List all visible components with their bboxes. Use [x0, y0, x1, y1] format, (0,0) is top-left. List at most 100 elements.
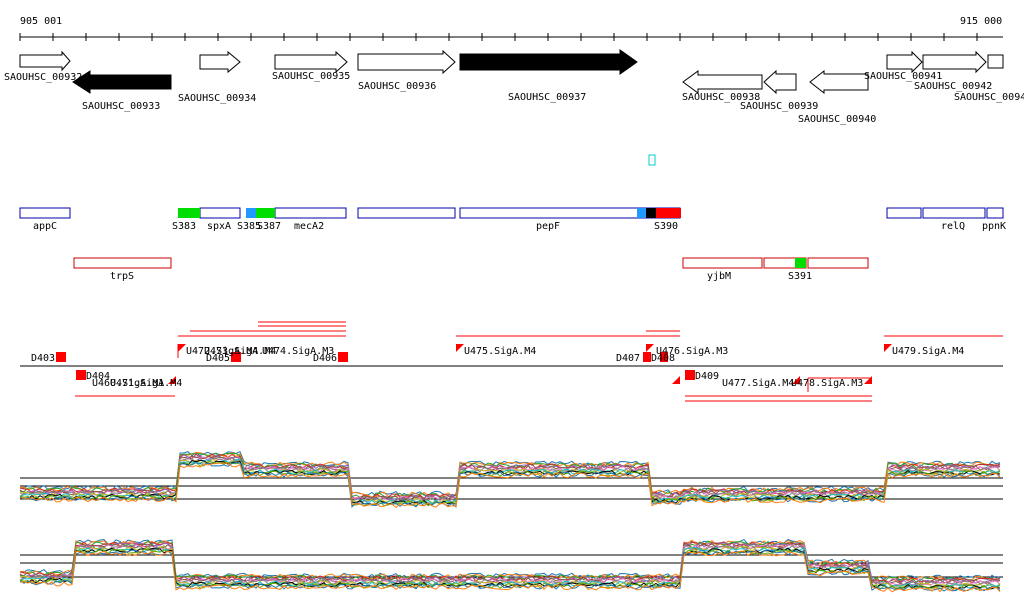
gene-label-00941: SAOUHSC_00941	[864, 71, 942, 82]
tss-label-U476: U476.SigA.M3	[656, 346, 728, 357]
operon-minus-track: trpS yjbM S391	[73, 257, 869, 282]
down-label-D406: D406	[313, 353, 337, 364]
gene-label-00938: SAOUHSC_00938	[682, 92, 760, 103]
operon-appC[interactable]	[19, 207, 71, 219]
down-marker-D403[interactable]	[56, 352, 66, 362]
operon-label-spxA: spxA	[207, 221, 231, 232]
operon-trpS[interactable]	[73, 257, 172, 269]
operon-plus-track: appC spxA mecA2 pepF relQ ppnK S383 S385…	[19, 207, 1006, 232]
overlap-label-U460: U460.SigA.M1	[92, 378, 164, 389]
ruler-start-label: 905 001	[20, 16, 62, 27]
operon-label-ppnK: ppnK	[982, 221, 1006, 232]
operon-spxA[interactable]	[199, 207, 241, 219]
segment-S387[interactable]	[256, 208, 275, 218]
operon-relQ-a[interactable]	[886, 207, 922, 219]
operon-label-appC: appC	[33, 221, 57, 232]
profile-trace	[19, 542, 1001, 585]
operon-ppnK[interactable]	[986, 207, 1004, 219]
gene-arrow-00935[interactable]	[274, 50, 348, 74]
gene-label-00934: SAOUHSC_00934	[178, 93, 256, 104]
down-label-D407: D407	[616, 353, 640, 364]
profile-trace	[19, 540, 1001, 583]
gene-arrow-00942[interactable]	[922, 50, 987, 74]
expression-profile-minus	[19, 538, 1003, 593]
down-marker-D408[interactable]	[660, 352, 668, 362]
transcription-unit-track: U475.SigA.M4 U476.SigA.M3 U477.SigA.M4 U…	[20, 321, 1003, 402]
down-label-D405: D405	[206, 353, 230, 364]
overlap-label-U471: U471.SigA.M4	[110, 378, 182, 389]
gene-label-00933: SAOUHSC_00933	[82, 101, 160, 112]
tss-label-U478: U478.SigA.M3	[791, 378, 863, 389]
gene-label-00937: SAOUHSC_00937	[508, 92, 586, 103]
segment-label-S383: S383	[172, 221, 196, 232]
gene-track: SAOUHSC_00932 SAOUHSC_00933 SAOUHSC_0093…	[4, 49, 1024, 125]
segment-S391[interactable]	[795, 258, 806, 268]
overlap-label-U474: U474.SigA.M3	[262, 346, 334, 357]
profile-trace	[19, 543, 1001, 586]
tss-label-U479: U479.SigA.M4	[892, 346, 964, 357]
operon-yjbM[interactable]	[682, 257, 763, 269]
profile-trace	[19, 455, 1001, 502]
operon-label-yjbM: yjbM	[707, 271, 731, 282]
operon-label-relQ: relQ	[941, 221, 965, 232]
profile-trace	[19, 549, 1001, 592]
gene-box-0094x[interactable]	[987, 54, 1004, 69]
down-label-D409: D409	[695, 371, 719, 382]
misc-feature-marker[interactable]	[648, 154, 656, 166]
gene-label-00940: SAOUHSC_00940	[798, 114, 876, 125]
operon-mecA2[interactable]	[274, 207, 347, 219]
segment-label-S390: S390	[654, 221, 678, 232]
gene-label-0094x: SAOUHSC_0094	[954, 92, 1024, 103]
down-marker-D407[interactable]	[643, 352, 651, 362]
gene-arrow-00934[interactable]	[199, 50, 241, 74]
profile-trace	[20, 462, 1001, 509]
gene-arrow-00933[interactable]	[72, 70, 172, 94]
down-marker-D405[interactable]	[231, 352, 241, 362]
gene-label-00935: SAOUHSC_00935	[272, 71, 350, 82]
gene-label-00939: SAOUHSC_00939	[740, 101, 818, 112]
operon-label-mecA2: mecA2	[294, 221, 324, 232]
down-marker-D406[interactable]	[338, 352, 348, 362]
gene-arrow-00939[interactable]	[763, 69, 797, 95]
ruler-end-label: 915 000	[960, 16, 1002, 27]
profile-trace	[19, 456, 1001, 503]
segment-blue-pepF[interactable]	[637, 208, 646, 218]
segment-S383[interactable]	[178, 208, 200, 218]
gene-label-00936: SAOUHSC_00936	[358, 81, 436, 92]
segment-label-S385: S385	[237, 221, 261, 232]
down-marker-D404[interactable]	[76, 370, 86, 380]
operon-label-trpS: trpS	[110, 271, 134, 282]
segment-black-pepF[interactable]	[646, 208, 656, 218]
operon-relQ[interactable]	[922, 207, 986, 219]
operon-unnamed[interactable]	[357, 207, 456, 219]
operon-label-pepF: pepF	[536, 221, 560, 232]
segment-S390[interactable]	[656, 208, 681, 218]
segment-label-S391: S391	[788, 271, 812, 282]
operon-minus-unnamed-b[interactable]	[807, 257, 869, 269]
gene-label-00932: SAOUHSC_00932	[4, 72, 82, 83]
down-label-D408: D408	[651, 353, 675, 364]
profile-trace	[20, 550, 1001, 593]
down-label-D403: D403	[31, 353, 55, 364]
gene-label-00942: SAOUHSC_00942	[914, 81, 992, 92]
segment-S385[interactable]	[246, 208, 256, 218]
profile-trace	[19, 546, 1001, 589]
profile-trace	[19, 454, 1001, 501]
profile-trace	[19, 544, 1001, 588]
gene-arrow-00932[interactable]	[19, 50, 71, 72]
down-label-D404: D404	[86, 371, 110, 382]
gene-arrow-00940[interactable]	[809, 69, 869, 95]
gene-arrow-00941[interactable]	[886, 50, 923, 74]
gene-arrow-00936[interactable]	[357, 49, 456, 75]
profile-trace	[19, 461, 1001, 509]
gene-arrow-00937[interactable]	[459, 49, 638, 75]
coordinate-ruler: 905 001 915 000	[19, 16, 1003, 41]
tss-label-U475: U475.SigA.M4	[464, 346, 536, 357]
overlap-label-U472: U472.SigA.M4	[186, 346, 258, 357]
tss-label-U477: U477.SigA.M4	[722, 378, 794, 389]
gene-arrow-00938[interactable]	[682, 70, 763, 94]
segment-label-S387: S387	[257, 221, 281, 232]
expression-profile-plus	[19, 451, 1003, 509]
down-marker-D409[interactable]	[685, 370, 695, 380]
